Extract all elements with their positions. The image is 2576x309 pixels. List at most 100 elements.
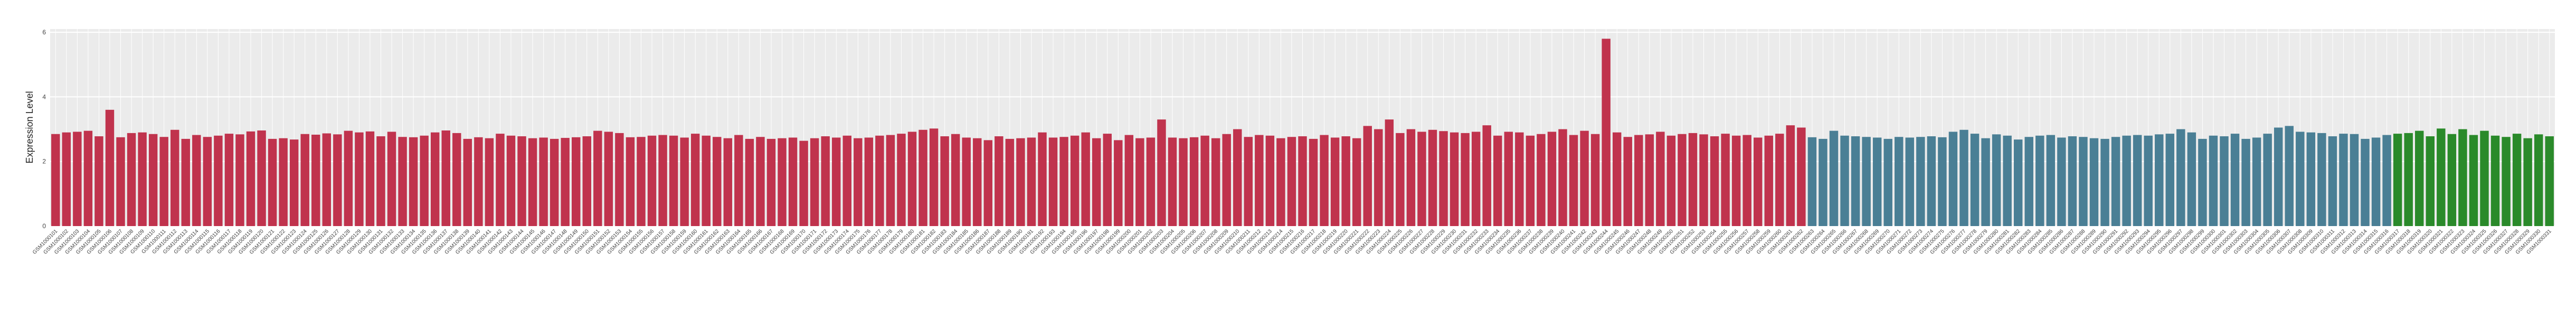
bar [983, 140, 993, 226]
bar [1916, 137, 1925, 226]
bar [940, 136, 949, 226]
bar [1764, 135, 1773, 226]
bar [745, 138, 754, 226]
bar [83, 130, 93, 226]
bar [1189, 137, 1199, 226]
bar [1634, 135, 1643, 226]
bar [1406, 129, 1416, 226]
bar [344, 130, 353, 226]
bar [192, 135, 201, 226]
bar [2155, 134, 2164, 226]
bar [1590, 134, 1600, 226]
bar [2209, 135, 2218, 226]
bar [2089, 138, 2099, 226]
y-tick-label: 6 [42, 29, 46, 36]
bar [669, 135, 678, 226]
bar [1428, 129, 1437, 226]
bar [1537, 134, 1546, 226]
bar [734, 135, 743, 226]
bar [1027, 137, 1036, 226]
bar [1244, 137, 1253, 226]
bar [1905, 137, 1915, 226]
bar [257, 130, 266, 226]
bar [1970, 134, 1980, 226]
bar [1330, 137, 1340, 226]
bar [1558, 129, 1567, 226]
bar [907, 132, 917, 226]
bar [496, 134, 505, 226]
bar [2545, 136, 2554, 226]
bar [2285, 126, 2294, 226]
bar [246, 131, 255, 226]
bar [2317, 133, 2326, 226]
bar [181, 138, 190, 226]
bar [311, 134, 320, 226]
bar [1298, 136, 1307, 226]
bar [148, 134, 158, 226]
bar [2328, 136, 2337, 226]
bar [951, 134, 960, 226]
bar [2252, 137, 2261, 226]
bar [2447, 134, 2457, 226]
bar [2024, 137, 2033, 226]
bar [1829, 130, 1839, 226]
bar [756, 137, 765, 226]
bar [1786, 125, 1795, 226]
bar [1135, 138, 1144, 226]
bar [1309, 138, 1318, 226]
bar [322, 133, 332, 226]
bar [224, 134, 234, 226]
bar [1927, 136, 1936, 226]
bar [94, 136, 103, 226]
bar [1895, 137, 1903, 226]
bar [73, 132, 82, 226]
bar [864, 137, 874, 226]
bar [929, 128, 939, 226]
bar [1547, 132, 1557, 226]
bar [2437, 128, 2446, 226]
bar [1374, 129, 1383, 226]
bar [875, 135, 884, 226]
bar [1775, 134, 1784, 226]
bar [1948, 132, 1958, 226]
bar [2523, 138, 2532, 226]
bar [918, 129, 927, 226]
bar [1255, 135, 1264, 226]
bar [2122, 135, 2131, 226]
bar [365, 131, 375, 226]
bar [582, 136, 592, 226]
bar [2068, 136, 2077, 226]
bar [159, 137, 168, 226]
bar [2220, 136, 2229, 226]
bar [1623, 137, 1632, 226]
bar [387, 132, 396, 226]
bar [1754, 137, 1763, 226]
bar [2469, 135, 2478, 226]
bar [1005, 138, 1015, 226]
bar [1233, 129, 1242, 226]
bar [333, 134, 342, 226]
bar [2371, 137, 2381, 226]
bar [637, 137, 646, 226]
bar [647, 135, 657, 226]
bar [1580, 130, 1589, 226]
bar [766, 138, 776, 226]
bar [2458, 129, 2467, 226]
bar [626, 137, 635, 226]
bar [1179, 138, 1188, 226]
bar [1797, 127, 1806, 226]
bar [171, 129, 179, 226]
bar [962, 137, 971, 226]
bar [1103, 134, 1112, 226]
bar [539, 137, 548, 226]
bar [2079, 137, 2088, 226]
bar [1439, 131, 1448, 226]
bar [1819, 138, 1827, 226]
bar [1211, 138, 1220, 226]
bar [1287, 137, 1296, 226]
bar [2339, 134, 2348, 226]
bar [1645, 134, 1654, 226]
bar [485, 138, 494, 226]
bar [2046, 135, 2056, 226]
